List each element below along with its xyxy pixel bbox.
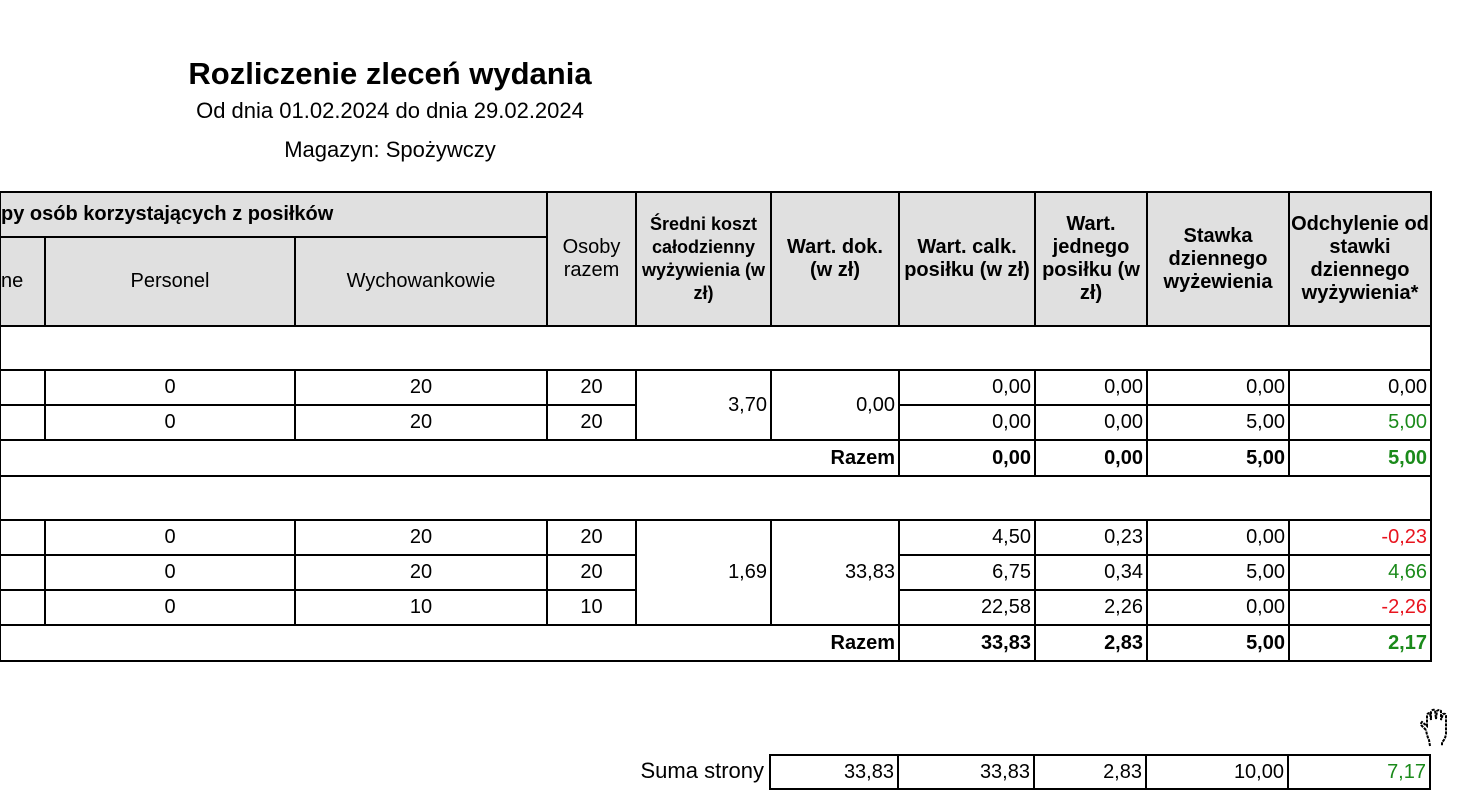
total-row: Razem 0,00 0,00 5,00 5,00 xyxy=(0,439,1432,477)
report-warehouse: Magazyn: Spożywczy xyxy=(284,137,496,162)
header-wychowankowie: Wychowankowie xyxy=(294,236,548,327)
wart-calk-cell: 22,58 xyxy=(898,589,1036,626)
odchylenie-cell: -2,26 xyxy=(1288,589,1432,626)
osoby-cell: 20 xyxy=(546,554,637,591)
header-wart-dok: Wart. dok. (w zł) xyxy=(770,191,900,327)
razem-label: Razem xyxy=(0,439,900,477)
report-period: Od dnia 01.02.2024 do dnia 29.02.2024 xyxy=(196,98,584,123)
osoby-cell: 20 xyxy=(546,404,637,441)
razem-wart-calk: 0,00 xyxy=(898,439,1036,477)
table-row: 0 20 20 1,69 33,83 4,50 0,23 0,00 -0,23 xyxy=(0,519,1432,626)
wart-calk-cell: 0,00 xyxy=(898,404,1036,441)
suma-wart-calk: 33,83 xyxy=(897,754,1035,790)
wart-jednego-cell: 0,34 xyxy=(1034,554,1148,591)
razem-stawka: 5,00 xyxy=(1146,439,1290,477)
razem-wart-jednego: 0,00 xyxy=(1034,439,1148,477)
osoby-cell: 20 xyxy=(546,369,637,406)
suma-strony-label: Suma strony xyxy=(640,758,765,783)
suma-wart-dok: 33,83 xyxy=(769,754,899,790)
settlement-table: py osób korzystających z posiłków Osoby … xyxy=(0,191,1432,662)
osoby-cell: 20 xyxy=(546,519,637,556)
stawka-cell: 0,00 xyxy=(1146,369,1290,406)
header-group: py osób korzystających z posiłków xyxy=(0,191,548,238)
hand-grab-icon xyxy=(1420,708,1447,747)
section-header-cell xyxy=(0,325,1432,371)
section-spacer-row xyxy=(0,475,1432,521)
odchylenie-cell: -0,23 xyxy=(1288,519,1432,556)
header-odchylenie: Odchylenie od stawki dziennego wyżywieni… xyxy=(1288,191,1432,327)
razem-label: Razem xyxy=(0,624,900,662)
razem-odchylenie: 5,00 xyxy=(1288,439,1432,477)
wart-jednego-cell: 2,26 xyxy=(1034,589,1148,626)
first-cell xyxy=(0,404,46,441)
table-row: 0 10 10 22,58 2,26 0,00 -2,26 xyxy=(0,589,1432,626)
stawka-cell: 5,00 xyxy=(1146,554,1290,591)
wart-dok-cell: 0,00 xyxy=(770,369,900,441)
razem-odchylenie: 2,17 xyxy=(1288,624,1432,662)
first-cell xyxy=(0,554,46,591)
wychowankowie-cell: 20 xyxy=(294,519,548,556)
personel-cell: 0 xyxy=(44,404,296,441)
section-header-cell xyxy=(0,475,1432,521)
odchylenie-cell: 0,00 xyxy=(1288,369,1432,406)
razem-wart-calk: 33,83 xyxy=(898,624,1036,662)
razem-wart-jednego: 2,83 xyxy=(1034,624,1148,662)
wart-calk-cell: 0,00 xyxy=(898,369,1036,406)
header-sredni: Średni koszt całodzienny wyżywienia (w z… xyxy=(635,191,772,327)
suma-wart-jednego: 2,83 xyxy=(1033,754,1147,790)
page-sum-table: 33,83 33,83 2,83 10,00 7,17 xyxy=(769,754,1431,790)
section-spacer-row xyxy=(0,325,1432,371)
header-stawka: Stawka dziennego wyżewienia xyxy=(1146,191,1290,327)
header-wart-jednego: Wart. jednego posiłku (w zł) xyxy=(1034,191,1148,327)
suma-stawka: 10,00 xyxy=(1145,754,1289,790)
odchylenie-cell: 4,66 xyxy=(1288,554,1432,591)
personel-cell: 0 xyxy=(44,369,296,406)
table-row: 0 20 20 3,70 0,00 0,00 0,00 0,00 0,00 xyxy=(0,369,1432,441)
personel-cell: 0 xyxy=(44,519,296,556)
personel-cell: 0 xyxy=(44,554,296,591)
personel-cell: 0 xyxy=(44,589,296,626)
odchylenie-cell: 5,00 xyxy=(1288,404,1432,441)
wart-dok-cell: 33,83 xyxy=(770,519,900,626)
header-wart-calk: Wart. calk. posiłku (w zł) xyxy=(898,191,1036,327)
stawka-cell: 0,00 xyxy=(1146,519,1290,556)
wart-calk-cell: 6,75 xyxy=(898,554,1036,591)
first-cell xyxy=(0,589,46,626)
table-row: 0 20 20 6,75 0,34 5,00 4,66 xyxy=(0,554,1432,591)
stawka-cell: 5,00 xyxy=(1146,404,1290,441)
header-first: ne xyxy=(0,236,46,327)
total-row: Razem 33,83 2,83 5,00 2,17 xyxy=(0,624,1432,662)
wart-calk-cell: 4,50 xyxy=(898,519,1036,556)
wychowankowie-cell: 20 xyxy=(294,554,548,591)
table-row: 0 20 20 0,00 0,00 5,00 5,00 xyxy=(0,404,1432,441)
suma-odchylenie: 7,17 xyxy=(1287,754,1431,790)
report-title: Rozliczenie zleceń wydania xyxy=(188,56,592,91)
wart-jednego-cell: 0,00 xyxy=(1034,369,1148,406)
wart-jednego-cell: 0,23 xyxy=(1034,519,1148,556)
sredni-cell: 1,69 xyxy=(635,519,772,626)
first-cell xyxy=(0,369,46,406)
header-osoby: Osoby razem xyxy=(546,191,637,327)
wychowankowie-cell: 20 xyxy=(294,404,548,441)
razem-stawka: 5,00 xyxy=(1146,624,1290,662)
osoby-cell: 10 xyxy=(546,589,637,626)
wart-jednego-cell: 0,00 xyxy=(1034,404,1148,441)
wychowankowie-cell: 20 xyxy=(294,369,548,406)
header-personel: Personel xyxy=(44,236,296,327)
sredni-cell: 3,70 xyxy=(635,369,772,441)
stawka-cell: 0,00 xyxy=(1146,589,1290,626)
first-cell xyxy=(0,519,46,556)
wychowankowie-cell: 10 xyxy=(294,589,548,626)
